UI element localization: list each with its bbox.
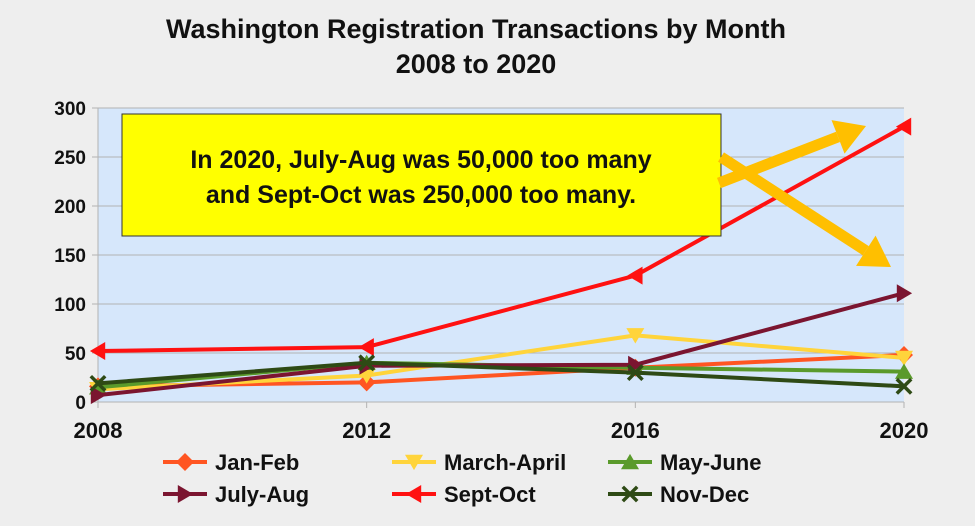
x-tick-label: 2016 <box>611 418 660 443</box>
legend-item-nov-dec: Nov-Dec <box>608 482 749 507</box>
x-tick-label: 2020 <box>880 418 929 443</box>
legend-item-july-aug: July-Aug <box>163 482 309 507</box>
y-tick-label: 300 <box>54 99 86 120</box>
legend-item-march-april: March-April <box>392 450 566 475</box>
annotation-arrow <box>717 120 866 189</box>
data-point <box>358 354 376 372</box>
x-tick-label: 2012 <box>342 418 391 443</box>
annotation-line-2: and Sept-Oct was 250,000 too many. <box>206 181 636 209</box>
annotation-line-1: In 2020, July-Aug was 50,000 too many <box>190 146 651 174</box>
chart-title: Washington Registration Transactions by … <box>166 14 786 44</box>
data-point <box>90 386 107 405</box>
legend-item-jan-feb: Jan-Feb <box>163 450 299 475</box>
data-point <box>896 284 913 303</box>
y-tick-label: 50 <box>65 344 86 365</box>
series-line <box>97 360 905 389</box>
legend-label: Nov-Dec <box>660 482 749 507</box>
y-tick-label: 150 <box>54 246 86 267</box>
legend-label: Jan-Feb <box>215 450 299 475</box>
data-point <box>895 377 913 395</box>
data-point <box>89 374 107 392</box>
legend-label: March-April <box>444 450 566 475</box>
legend-marker <box>177 485 194 503</box>
data-point <box>626 364 644 382</box>
series-nov-dec <box>89 354 913 395</box>
y-tick-label: 100 <box>54 295 86 316</box>
x-tick-label: 2008 <box>74 418 123 443</box>
annotation-box <box>121 113 722 237</box>
y-tick-label: 0 <box>75 393 86 414</box>
annotation-arrows <box>717 120 891 267</box>
series-line <box>97 124 905 354</box>
legend-label: Sept-Oct <box>444 482 536 507</box>
chart-subtitle: 2008 to 2020 <box>396 49 557 79</box>
legend-item-sept-oct: Sept-Oct <box>392 482 536 507</box>
annotation-arrow <box>718 152 891 267</box>
series-line <box>97 291 905 398</box>
legend-marker <box>405 485 422 503</box>
series-sept-oct <box>89 117 912 361</box>
data-point <box>895 117 912 136</box>
data-point <box>626 328 645 344</box>
legend-marker <box>621 485 639 503</box>
legend: Jan-Feb March-April May-June July-Aug Sept-O… <box>163 450 761 507</box>
y-tick-label: 250 <box>54 148 86 169</box>
data-point <box>627 266 643 285</box>
x-axis-ticks: 2008 2012 2016 2020 <box>74 418 929 443</box>
legend-label: May-June <box>660 450 761 475</box>
legend-marker <box>176 453 194 471</box>
annotation: In 2020, July-Aug was 50,000 too many an… <box>121 113 722 237</box>
data-point <box>89 342 106 361</box>
y-axis-ticks: 0 50 100 150 200 250 300 <box>54 99 86 414</box>
data-point <box>358 338 374 357</box>
legend-marker <box>405 454 423 471</box>
data-point <box>895 363 913 379</box>
y-tick-label: 200 <box>54 197 86 218</box>
legend-item-may-june: May-June <box>608 450 761 475</box>
series-layer <box>89 117 913 405</box>
legend-marker <box>621 453 639 470</box>
data-point <box>895 350 913 366</box>
legend-label: July-Aug <box>215 482 309 507</box>
